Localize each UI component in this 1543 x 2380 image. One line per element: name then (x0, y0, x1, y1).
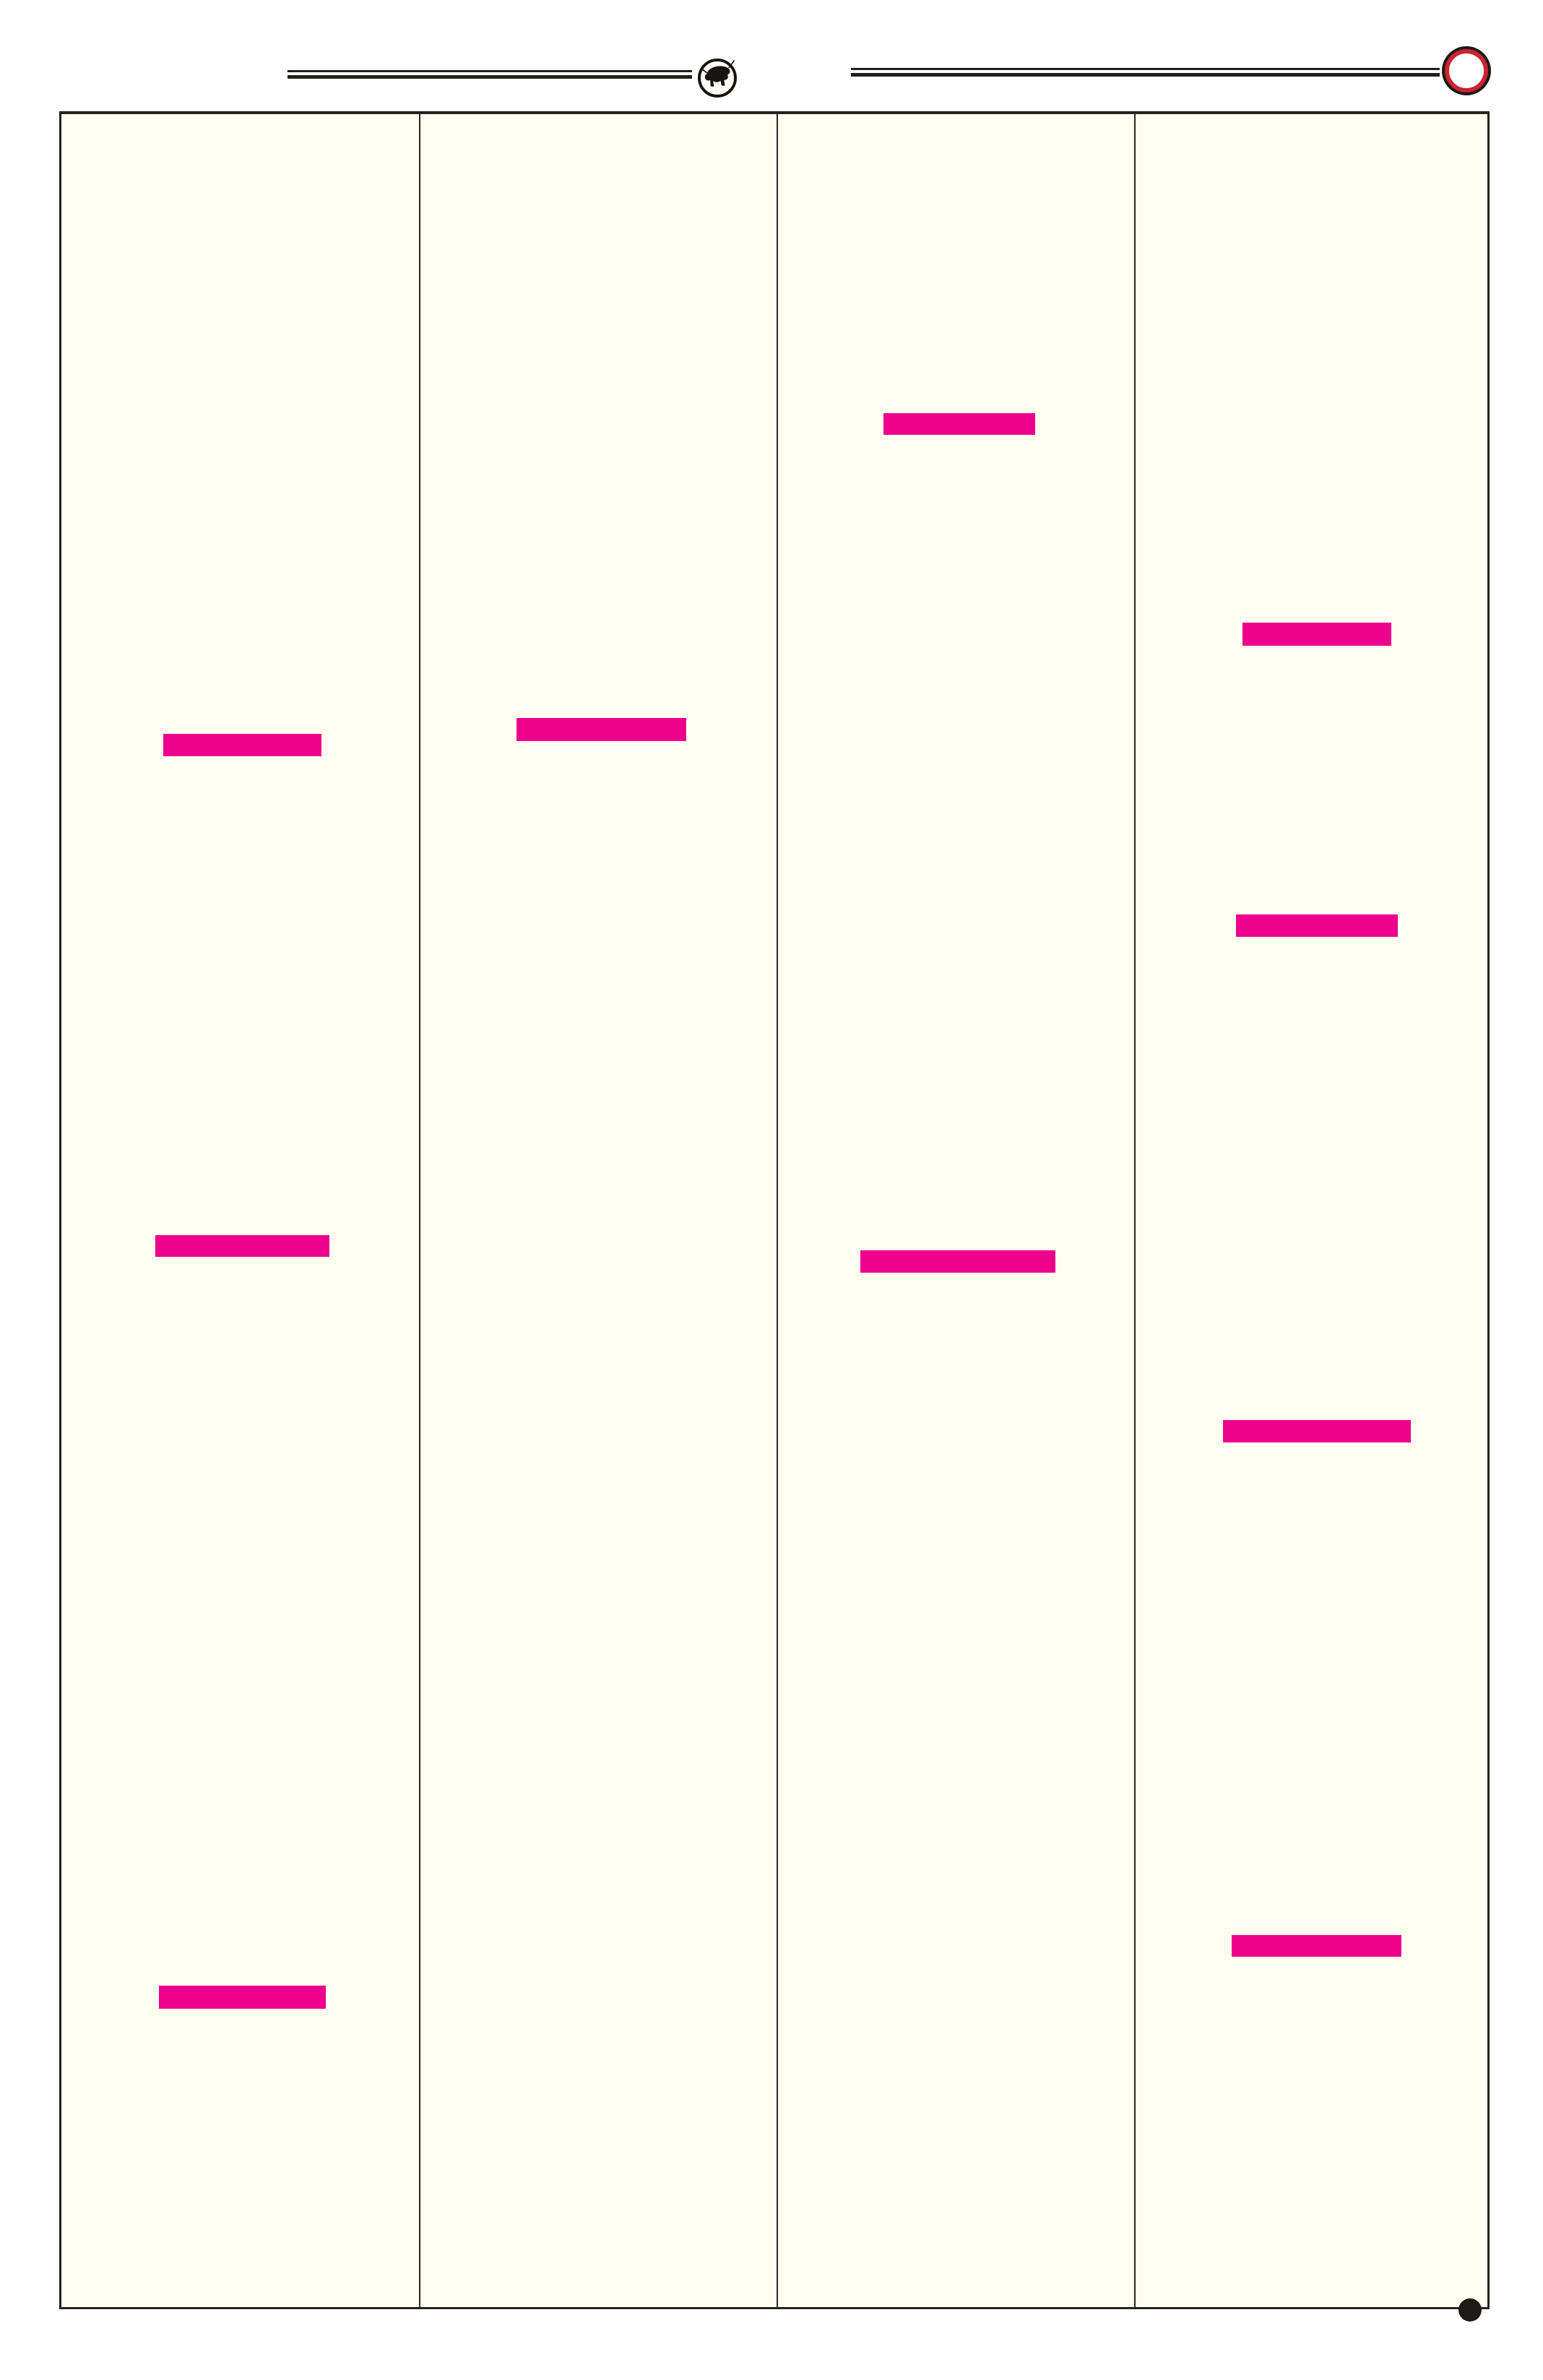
bull-icon (702, 60, 735, 87)
header-right-rule (851, 68, 1440, 77)
bull-emblem (698, 59, 737, 98)
highlight-bar (159, 1986, 326, 2009)
highlight-bar (1242, 623, 1391, 646)
highlight-bar (860, 1250, 1055, 1273)
highlight-bar (163, 734, 321, 756)
red-ring-inner (1445, 49, 1488, 92)
highlight-bar (517, 718, 686, 741)
highlight-bar (1223, 1420, 1411, 1442)
highlight-bar (883, 413, 1035, 435)
highlight-bar (155, 1235, 329, 1257)
highlight-bar (1236, 914, 1398, 937)
column-divider (777, 114, 778, 2307)
content-box (59, 111, 1490, 2309)
highlight-bar (1232, 1935, 1401, 1957)
red-ring-circle-icon (1442, 46, 1491, 95)
column-divider (1134, 114, 1136, 2307)
header-left-rule (288, 70, 692, 79)
black-dot-icon (1458, 2298, 1482, 2321)
column-divider (419, 114, 420, 2307)
